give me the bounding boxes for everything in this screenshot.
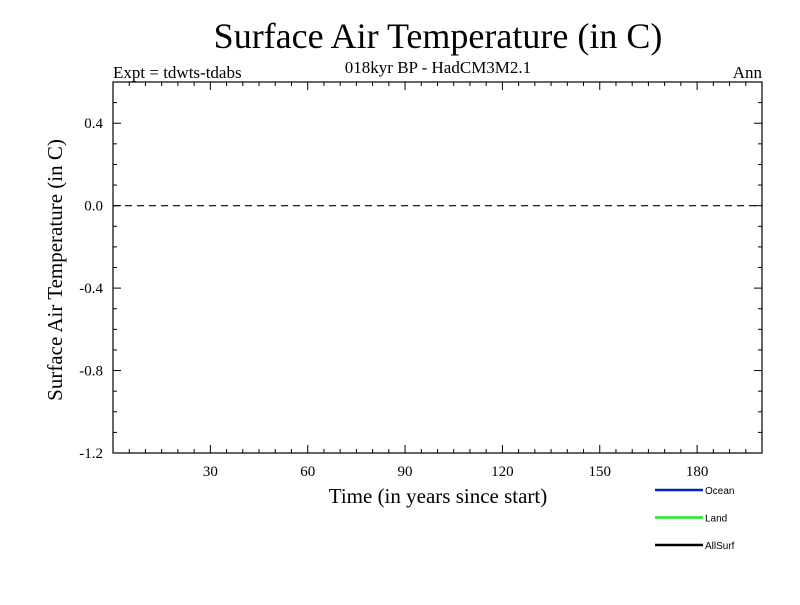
x-tick-label: 120 [491,464,514,480]
y-tick-label: 0.4 [84,116,103,132]
x-tick-label: 60 [300,464,315,480]
x-tick-label: 180 [686,464,709,480]
y-tick-label: -1.2 [79,446,103,462]
legend: Ocean Land AllSurf [655,486,735,552]
x-axis-label: Time (in years since start) [329,484,548,508]
period-label: Ann [733,63,763,82]
legend-label-land: Land [705,514,727,525]
y-tick-label: 0.0 [84,199,103,215]
plot-frame [112,81,763,454]
axes: 30 60 90 120 150 180 -1.2 -0.8 -0.4 0.0 0.4 [79,81,763,480]
legend-label-ocean: Ocean [705,486,734,497]
y-tick-label: -0.8 [79,364,103,380]
legend-label-allsurf: AllSurf [705,541,735,552]
chart-title: Surface Air Temperature (in C) [214,16,663,56]
x-tick-label: 150 [589,464,612,480]
y-axis-label: Surface Air Temperature (in C) [43,139,67,401]
x-tick-label: 30 [203,464,218,480]
experiment-label: Expt = tdwts-tdabs [113,63,242,82]
x-tick-label: 90 [398,464,413,480]
y-tick-label: -0.4 [79,281,103,297]
chart-subtitle: 018kyr BP - HadCM3M2.1 [345,58,531,77]
